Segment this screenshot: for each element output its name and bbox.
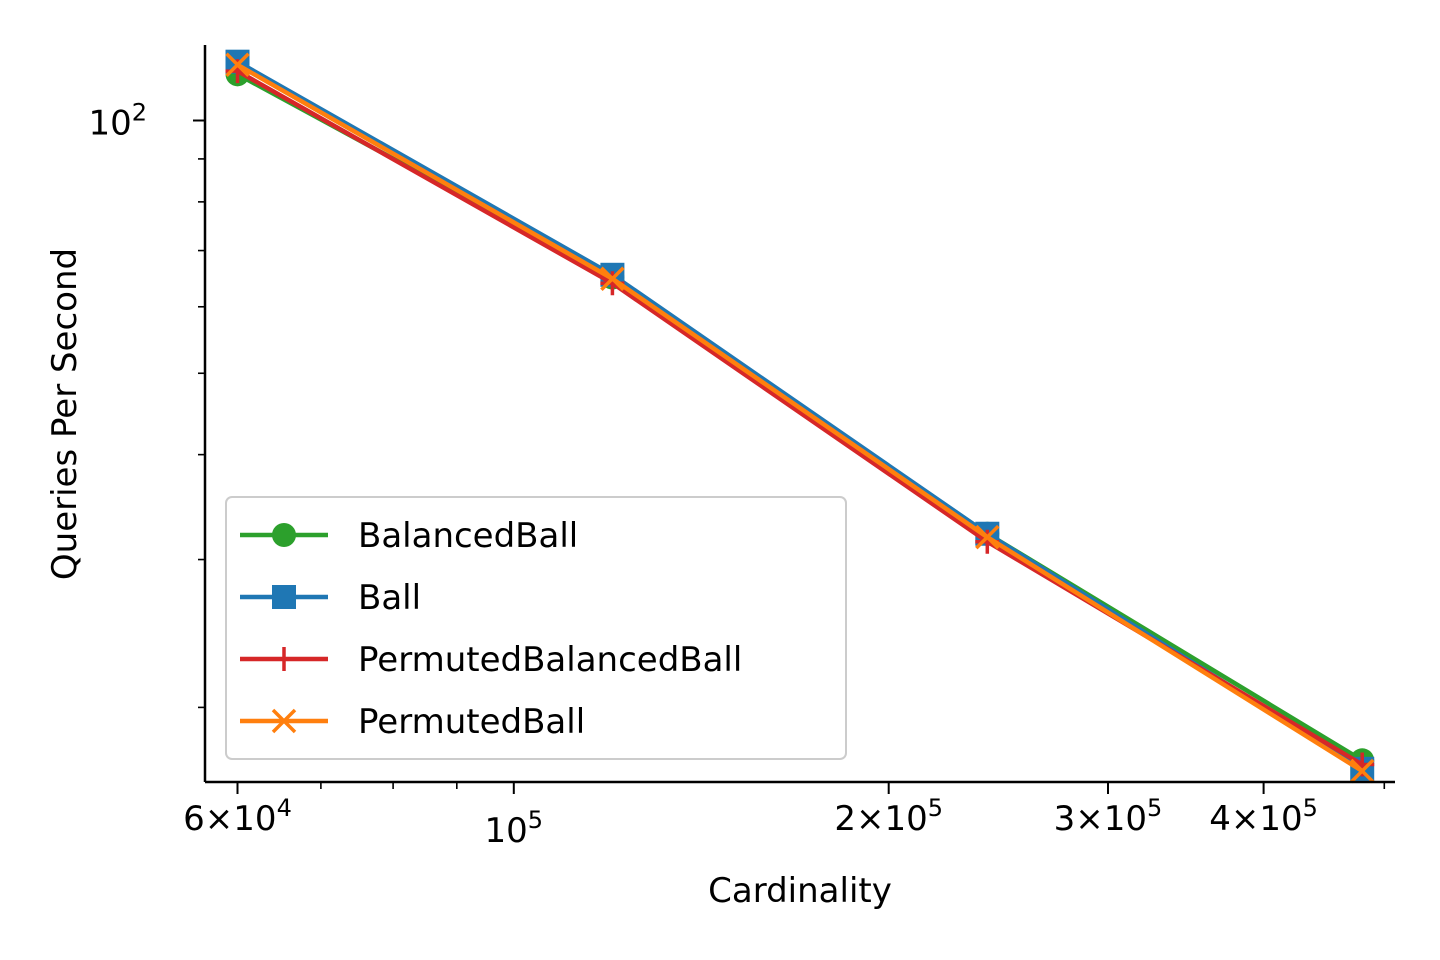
legend-frame bbox=[225, 496, 847, 760]
legend-entry: PermutedBall bbox=[240, 702, 585, 742]
legend-marker bbox=[271, 708, 297, 734]
legend-entry: BalancedBall bbox=[240, 516, 578, 556]
legend: BalancedBall Ball PermutedBalancedBall Perm… bbox=[225, 496, 847, 760]
legend-label: Ball bbox=[358, 578, 421, 618]
y-axis-label: Queries Per Second bbox=[45, 248, 85, 580]
axes bbox=[203, 45, 1395, 784]
x-tick-label: 105 bbox=[485, 806, 544, 851]
x-axis-label: Cardinality bbox=[708, 871, 892, 911]
legend-marker bbox=[272, 647, 296, 671]
legend-marker bbox=[272, 523, 296, 547]
series-PermutedBall bbox=[225, 52, 1375, 784]
tick-marks: 6×104 105 2×105 3×105 4×105 102 bbox=[88, 98, 1386, 851]
legend-label: PermutedBall bbox=[358, 702, 585, 742]
x-tick-label: 2×105 bbox=[834, 794, 943, 839]
plot-area bbox=[225, 49, 1375, 784]
legend-label: BalancedBall bbox=[358, 516, 578, 556]
x-tick-label: 6×104 bbox=[183, 794, 292, 839]
x-tick-label: 3×105 bbox=[1054, 794, 1163, 839]
legend-entry: PermutedBalancedBall bbox=[240, 640, 742, 680]
legend-entry: Ball bbox=[240, 578, 421, 618]
legend-marker bbox=[272, 585, 296, 609]
y-tick-label: 102 bbox=[88, 98, 147, 143]
x-tick-label: 4×105 bbox=[1209, 794, 1318, 839]
series-line bbox=[235, 62, 1365, 774]
data-point bbox=[1349, 758, 1375, 784]
data-point bbox=[225, 52, 250, 78]
data-point bbox=[600, 266, 625, 291]
data-point bbox=[975, 524, 1000, 550]
legend-label: PermutedBalancedBall bbox=[358, 640, 742, 680]
